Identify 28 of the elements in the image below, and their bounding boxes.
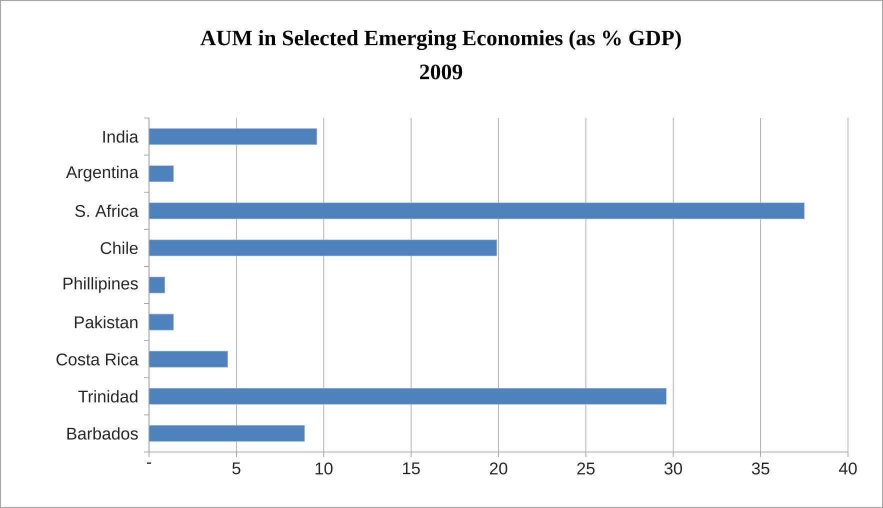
x-tick-label: 15 [403,462,420,474]
y-tick-label: Phillipines [64,277,138,293]
chart-title: AUM in Selected Emerging Economies (as % GDP) [200,30,681,50]
x-tick-label: 5 [232,462,240,474]
bar [149,425,305,442]
bar [149,350,228,368]
y-tick-label: Trinidad [78,390,138,403]
chart-subtitle: 2009 [420,64,462,80]
bar [149,128,318,145]
bar [149,314,174,330]
x-tick-label: 40 [838,462,857,475]
y-tick-label: Argentina [66,166,138,182]
bar [149,165,174,182]
x-tick-label: 10 [316,462,333,475]
x-tick-label: 35 [752,462,770,475]
bar [149,388,667,405]
y-tick-label: Barbados [67,427,138,440]
bar [149,202,805,220]
y-tick-label: India [103,130,138,143]
x-tick-label: 25 [577,462,595,475]
x-tick-label: 30 [664,462,682,475]
x-tick-label: 20 [490,462,508,475]
x-tick-label: - [146,462,152,464]
y-tick-label: S. Africa [75,204,138,217]
y-tick-label: Costa Rica [56,353,138,366]
bar [149,240,498,256]
y-tick-label: Pakistan [74,316,138,328]
y-tick-label: Chile [100,242,138,254]
